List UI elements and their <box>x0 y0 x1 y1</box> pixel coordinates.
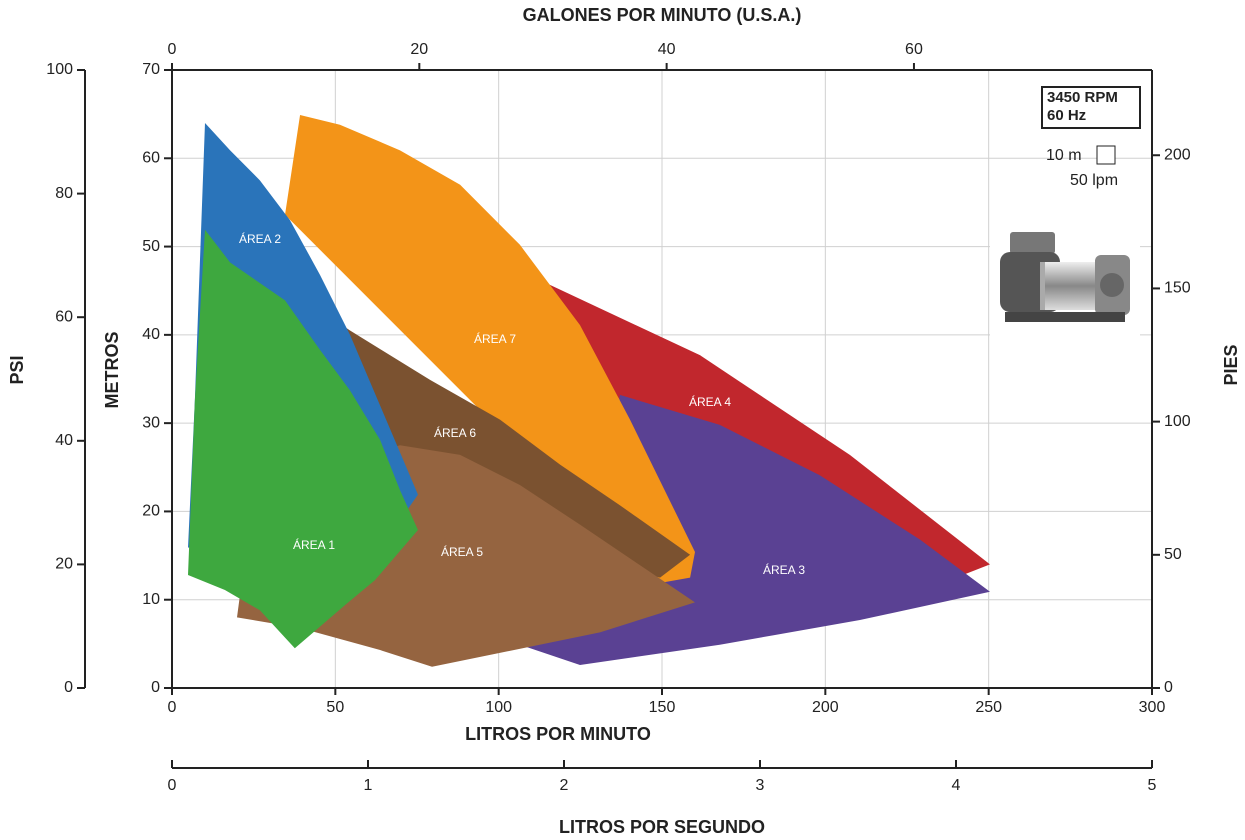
scale-m: 10 m <box>1046 147 1082 164</box>
x3-tick-label: 2 <box>560 777 569 794</box>
y2-tick-label: 50 <box>1164 546 1182 563</box>
x3-tick-label: 3 <box>756 777 765 794</box>
scale-lpm: 50 lpm <box>1070 172 1118 189</box>
area-label: ÁREA 1 <box>293 537 335 552</box>
area <box>285 115 695 585</box>
x-tick-label: 0 <box>168 699 177 716</box>
x3-tick-label: 0 <box>168 777 177 794</box>
x-label: LITROS POR MINUTO <box>465 724 651 744</box>
area-label: ÁREA 5 <box>441 544 483 559</box>
y3-label: PSI <box>7 355 27 384</box>
x-tick-label: 200 <box>812 699 839 716</box>
area-label: ÁREA 2 <box>239 231 281 246</box>
x2-tick-label: 0 <box>168 41 177 58</box>
x-tick-label: 100 <box>485 699 512 716</box>
area-label: ÁREA 3 <box>763 562 805 577</box>
y3-tick-label: 60 <box>55 308 73 325</box>
x2-tick-label: 40 <box>658 41 676 58</box>
y-tick-label: 70 <box>142 61 160 78</box>
area-label: ÁREA 4 <box>689 394 731 409</box>
y-tick-label: 50 <box>142 238 160 255</box>
scale-square <box>1096 145 1116 165</box>
y-tick-label: 20 <box>142 503 160 520</box>
area <box>188 229 418 649</box>
x-tick-label: 300 <box>1139 699 1166 716</box>
y3-tick-label: 20 <box>55 556 73 573</box>
x-tick-label: 250 <box>975 699 1002 716</box>
y3-tick-label: 40 <box>55 432 73 449</box>
x3-label: LITROS POR SEGUNDO <box>559 817 765 837</box>
x-tick-label: 50 <box>326 699 344 716</box>
y2-tick-label: 0 <box>1164 679 1173 696</box>
y3-tick-label: 80 <box>55 185 73 202</box>
y-tick-label: 0 <box>151 679 160 696</box>
y2-tick-label: 100 <box>1164 413 1191 430</box>
y-tick-label: 60 <box>142 150 160 167</box>
area-label: ÁREA 6 <box>434 425 476 440</box>
x3-tick-label: 1 <box>364 777 373 794</box>
y3-tick-label: 100 <box>46 61 73 78</box>
y-tick-label: 30 <box>142 414 160 431</box>
speed-box <box>1041 86 1141 129</box>
area <box>289 289 691 578</box>
y2-label: PIES <box>1221 344 1241 385</box>
plot-area: ÁREA 4 ÁREA 3 ÁREA 7 ÁREA 6 ÁREA 5 ÁREA 2 ÁREA… <box>46 41 1191 794</box>
pump-illustration <box>990 222 1140 350</box>
x-tick-label: 150 <box>649 699 676 716</box>
y3-tick-label: 0 <box>64 679 73 696</box>
x2-tick-label: 20 <box>410 41 428 58</box>
x3-tick-label: 5 <box>1148 777 1157 794</box>
frequency: 60 Hz <box>1047 107 1086 124</box>
speed: 3450 RPM <box>1047 89 1118 106</box>
x2-label: GALONES POR MINUTO (U.S.A.) <box>523 5 802 25</box>
y-label: METROS <box>102 331 122 408</box>
y-tick-label: 10 <box>142 591 160 608</box>
area-label: ÁREA 7 <box>474 331 516 346</box>
x2-tick-label: 60 <box>905 41 923 58</box>
y2-tick-label: 150 <box>1164 280 1191 297</box>
x3-tick-label: 4 <box>952 777 961 794</box>
y2-tick-label: 200 <box>1164 146 1191 163</box>
y-tick-label: 40 <box>142 326 160 343</box>
